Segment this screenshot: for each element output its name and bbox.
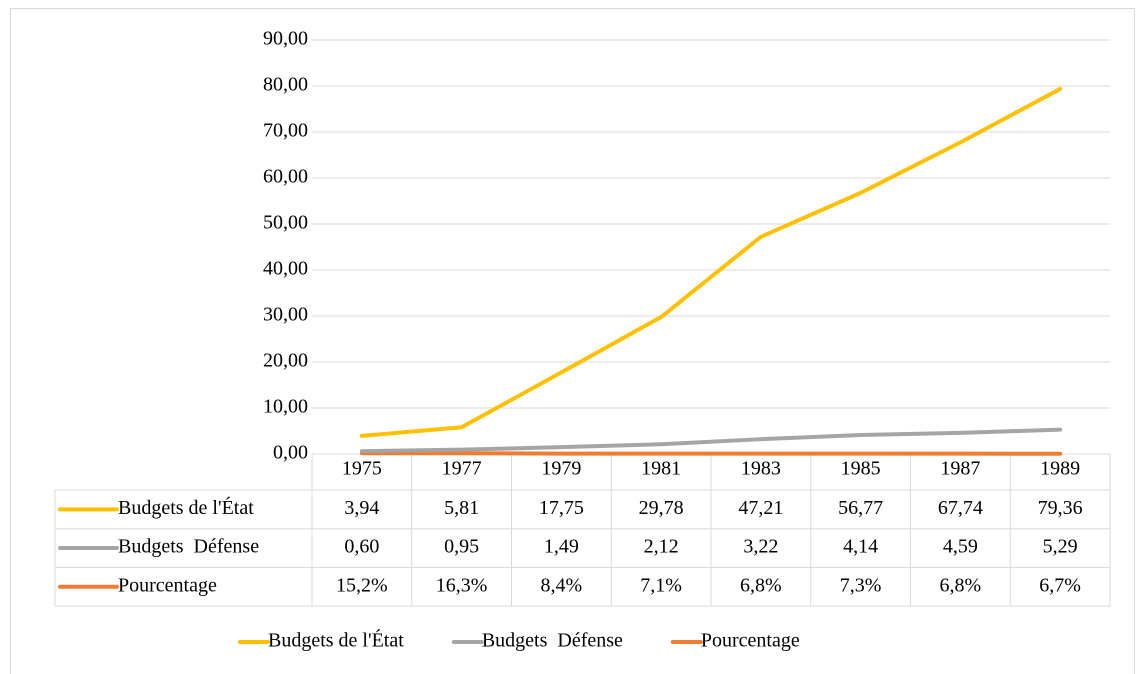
y-tick-label: 60,00 — [263, 166, 308, 188]
table-cell: 2,12 — [644, 536, 679, 558]
chart-frame — [10, 8, 1135, 674]
x-tick-label: 1987 — [940, 458, 980, 480]
series-line — [359, 86, 1063, 438]
table-cell: 15,2% — [336, 574, 388, 596]
table-cell: 0,60 — [344, 536, 379, 558]
table-cell: 79,36 — [1038, 497, 1083, 519]
table-cell: 47,21 — [738, 497, 783, 519]
table-cell: 17,75 — [539, 497, 584, 519]
table-cell: 3,94 — [344, 497, 379, 519]
y-tick-label: 50,00 — [263, 212, 308, 234]
x-tick-label: 1977 — [442, 458, 482, 480]
table-cell: 5,29 — [1043, 536, 1078, 558]
table-cell: 3,22 — [743, 536, 778, 558]
y-tick-label: 20,00 — [263, 350, 308, 372]
table-cell: 4,59 — [943, 536, 978, 558]
y-tick-label: 90,00 — [263, 28, 308, 50]
x-tick-label: 1979 — [541, 458, 581, 480]
y-tick-label: 80,00 — [263, 74, 308, 96]
series-line — [359, 427, 1063, 454]
table-cell: 0,95 — [444, 536, 479, 558]
table-cell: 8,4% — [541, 574, 583, 596]
table-cell: 4,14 — [843, 536, 878, 558]
x-tick-label: 1985 — [841, 458, 881, 480]
table-cell: 56,77 — [838, 497, 883, 519]
table-row-label: Budgets de l'État — [118, 496, 254, 519]
table-cell: 67,74 — [938, 497, 983, 519]
table-cell: 1,49 — [544, 536, 579, 558]
x-tick-label: 1989 — [1040, 458, 1080, 480]
table-cell: 6,7% — [1039, 574, 1081, 596]
table-cell: 16,3% — [436, 574, 488, 596]
y-tick-label: 70,00 — [263, 120, 308, 142]
legend-label: Pourcentage — [701, 630, 800, 652]
y-tick-label: 30,00 — [263, 304, 308, 326]
table-cell: 7,1% — [640, 574, 682, 596]
y-tick-label: 0,00 — [273, 442, 308, 464]
legend-label: Budgets de l'État — [268, 629, 404, 652]
table-cell: 6,8% — [940, 574, 982, 596]
x-tick-label: 1983 — [741, 458, 781, 480]
table-cell: 29,78 — [639, 497, 684, 519]
y-tick-label: 40,00 — [263, 258, 308, 280]
x-tick-label: 1981 — [641, 458, 681, 480]
table-cell: 7,3% — [840, 574, 882, 596]
table-cell: 6,8% — [740, 574, 782, 596]
y-tick-label: 10,00 — [263, 396, 308, 418]
table-row-label: Budgets Défense — [118, 536, 259, 558]
table-row-label: Pourcentage — [118, 574, 217, 596]
x-tick-label: 1975 — [342, 458, 382, 480]
legend-label: Budgets Défense — [482, 630, 623, 652]
table-cell: 5,81 — [444, 497, 479, 519]
